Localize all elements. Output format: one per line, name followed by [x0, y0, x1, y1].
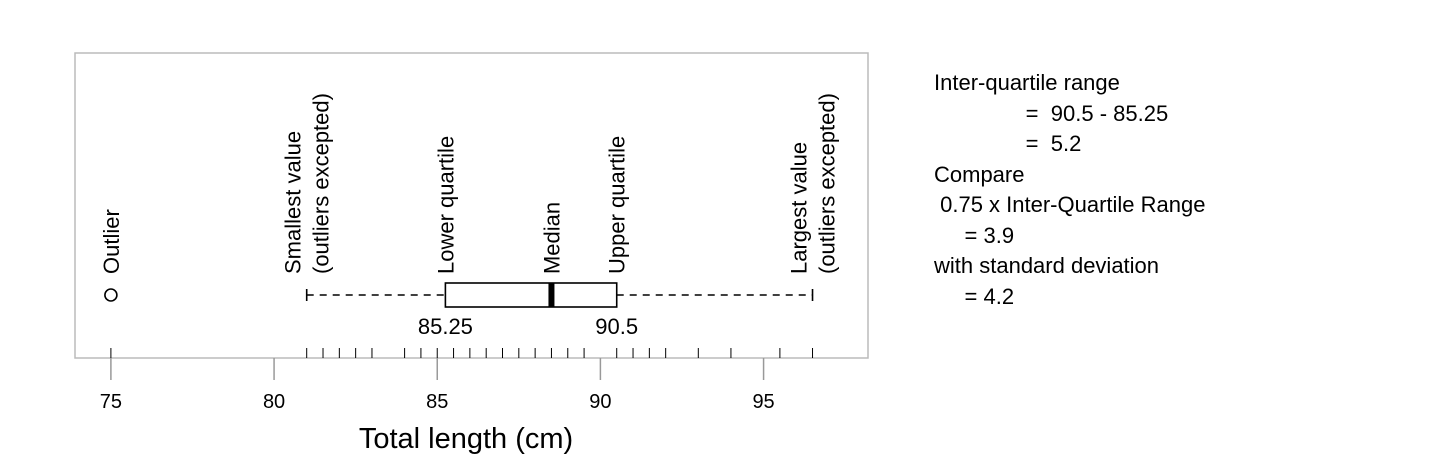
x-tick-label: 90 — [589, 391, 611, 413]
annotation-label: Outlier — [99, 209, 124, 274]
outlier-point — [104, 288, 118, 302]
note-line: = 4.2 — [934, 283, 1015, 309]
x-axis-label: Total length (cm) — [359, 423, 573, 455]
boxplot-chart: 75 80 85 90 95 85.25 90.5 Outlier Smallest value… — [74, 52, 869, 455]
annotation-label: Upper quartile — [605, 136, 630, 274]
value-label: 90.5 — [595, 314, 638, 339]
notes-panel: Inter-quartile range = 90.5 - 85.25 = 5.… — [934, 68, 1205, 312]
annotation-label: (outliers excepted) — [815, 93, 840, 274]
note-line: with standard deviation — [934, 253, 1160, 278]
annotation-label: Median — [539, 202, 564, 274]
annotation-label: (outliers excepted) — [309, 93, 334, 274]
x-tick-label: 85 — [426, 391, 448, 413]
annotation-label: Lower quartile — [433, 136, 458, 274]
value-label: 85.25 — [418, 314, 473, 339]
note-line: = 3.9 — [934, 222, 1015, 248]
x-tick-label: 75 — [100, 391, 122, 413]
x-tick-label: 80 — [263, 391, 285, 413]
annotation-label: Smallest value — [281, 131, 306, 274]
note-line: = 5.2 — [934, 131, 1082, 156]
iqr-box — [444, 282, 618, 308]
note-line: Compare — [934, 161, 1025, 187]
note-line: 0.75 x Inter-Quartile Range — [934, 192, 1206, 217]
annotation-label: Largest value — [787, 142, 812, 274]
plot-frame — [74, 52, 869, 359]
x-tick-label: 95 — [752, 391, 774, 413]
note-line: Inter-quartile range — [934, 70, 1120, 95]
note-line: = 90.5 - 85.25 — [934, 100, 1169, 126]
